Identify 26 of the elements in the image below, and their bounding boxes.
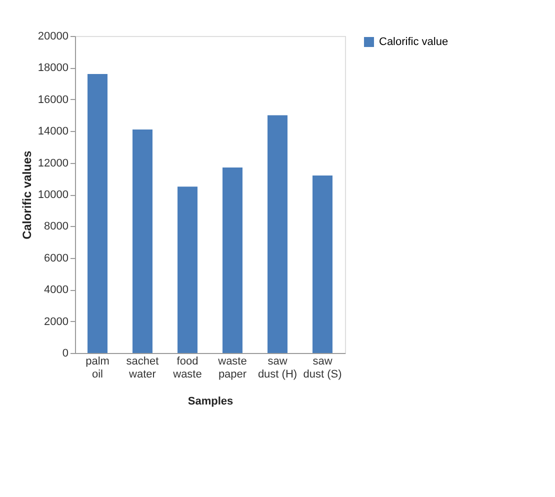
y-tick-label: 16000: [38, 94, 68, 106]
y-tick-label: 2000: [44, 316, 68, 328]
y-tick-label: 18000: [38, 62, 68, 74]
y-tick-label: 8000: [44, 220, 68, 233]
x-tick-label: sachet water: [126, 356, 159, 380]
y-tick-label: 6000: [44, 252, 68, 264]
y-tick-label: 20000: [38, 30, 68, 42]
x-tick-label: saw dust (S): [303, 356, 342, 380]
bar: [312, 175, 332, 353]
y-tick-label: 0: [62, 348, 68, 360]
x-tick-label: food waste: [172, 356, 202, 380]
bar: [88, 74, 108, 353]
y-tick-label: 12000: [38, 157, 68, 170]
x-tick-label: saw dust (H): [258, 356, 298, 380]
legend-label: Calorific value: [379, 36, 448, 48]
bar: [268, 115, 288, 353]
x-axis-title: Samples: [188, 396, 234, 408]
y-tick-label: 10000: [38, 189, 68, 201]
y-tick-label: 4000: [44, 284, 68, 296]
bar: [132, 130, 152, 353]
bar: [178, 186, 198, 353]
y-tick-label: 14000: [38, 126, 68, 138]
x-tick-label: palm oil: [86, 356, 110, 380]
x-tick-label: waste paper: [217, 356, 247, 380]
bar: [222, 168, 242, 353]
y-axis-title: Calorific values: [20, 150, 34, 240]
